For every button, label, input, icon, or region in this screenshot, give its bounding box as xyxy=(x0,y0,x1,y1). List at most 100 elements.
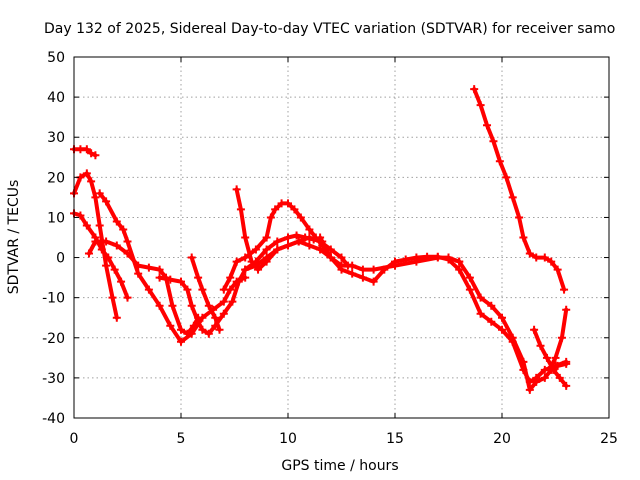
data-point xyxy=(525,385,534,394)
x-axis-label: GPS time / hours xyxy=(281,458,398,474)
data-point xyxy=(305,241,314,250)
data-point xyxy=(102,237,111,246)
data-point xyxy=(262,253,271,262)
data-point xyxy=(483,121,492,130)
data-point xyxy=(82,145,91,154)
data-point xyxy=(194,317,203,326)
data-point xyxy=(112,241,121,250)
data-point xyxy=(187,253,196,262)
data-point xyxy=(284,241,292,250)
data-point xyxy=(144,285,153,294)
data-point xyxy=(219,297,228,306)
axis-ticks: 0 5 10 15 20 25 -40 -30 -20 -10 0 10 20 30 40 50 xyxy=(42,50,618,447)
data-point xyxy=(369,277,378,286)
data-point xyxy=(102,261,111,270)
y-tick-label: 0 xyxy=(56,251,65,267)
data-point xyxy=(76,211,85,220)
data-point xyxy=(562,359,571,368)
data-point xyxy=(487,317,496,326)
data-point xyxy=(465,273,474,282)
y-tick-label: 30 xyxy=(47,130,65,146)
x-tick-label: 20 xyxy=(493,431,511,447)
data-point xyxy=(489,137,498,146)
data-point xyxy=(108,293,117,302)
y-tick-label: -30 xyxy=(42,371,65,387)
data-point xyxy=(337,265,346,274)
data-point xyxy=(358,265,367,274)
data-point xyxy=(536,341,545,350)
y-tick-label: 40 xyxy=(47,90,65,106)
data-point xyxy=(241,265,250,274)
data-point xyxy=(95,189,104,198)
data-point xyxy=(316,233,325,242)
y-tick-label: -10 xyxy=(42,291,65,307)
data-point xyxy=(515,213,524,222)
data-point xyxy=(134,269,143,278)
data-point xyxy=(251,261,260,270)
series-arc7 xyxy=(187,253,224,334)
data-point xyxy=(498,313,506,322)
y-tick-label: -20 xyxy=(42,331,65,347)
series-arc15 xyxy=(545,305,571,374)
data-point xyxy=(168,301,177,310)
data-point xyxy=(226,273,235,282)
data-point xyxy=(412,253,421,262)
data-point xyxy=(273,245,282,254)
data-point xyxy=(87,149,96,158)
data-point xyxy=(305,225,314,234)
data-point xyxy=(444,255,453,264)
data-point xyxy=(296,213,305,222)
data-point xyxy=(251,245,260,254)
series-arc3 xyxy=(70,209,132,302)
data-point xyxy=(198,285,207,294)
data-point xyxy=(177,277,185,286)
series-arc9 xyxy=(219,199,335,294)
data-point xyxy=(91,237,100,246)
data-point xyxy=(110,265,119,274)
data-point xyxy=(84,249,93,258)
data-point xyxy=(166,275,175,284)
data-point xyxy=(194,273,203,282)
data-point xyxy=(284,199,292,208)
y-tick-label: -40 xyxy=(42,411,65,427)
data-point xyxy=(241,253,250,262)
y-axis-label: SDTVAR / TECUs xyxy=(6,180,22,295)
data-point xyxy=(358,273,367,282)
data-point xyxy=(348,269,357,278)
data-point xyxy=(433,252,442,261)
data-point xyxy=(476,101,485,110)
data-point xyxy=(95,221,104,230)
data-point xyxy=(144,263,153,272)
series-arc13 xyxy=(470,85,569,294)
data-point xyxy=(337,253,346,262)
series-arc1 xyxy=(70,145,100,160)
data-point xyxy=(273,237,282,246)
data-series xyxy=(70,85,571,394)
y-tick-label: 10 xyxy=(47,210,65,226)
data-point xyxy=(553,361,562,370)
data-point xyxy=(380,265,389,274)
data-point xyxy=(219,285,228,294)
data-point xyxy=(391,257,399,266)
data-point xyxy=(82,221,91,230)
series-line xyxy=(547,307,569,372)
series-line xyxy=(97,191,248,344)
data-point xyxy=(266,213,275,222)
data-point xyxy=(119,225,128,234)
data-point xyxy=(470,85,479,94)
data-point xyxy=(271,205,280,214)
series-line xyxy=(318,235,569,384)
data-point xyxy=(316,245,325,254)
x-tick-label: 25 xyxy=(600,431,618,447)
data-point xyxy=(123,237,132,246)
data-point xyxy=(247,257,256,266)
data-point xyxy=(519,357,528,366)
data-point xyxy=(284,233,292,242)
data-point xyxy=(241,233,250,242)
data-point xyxy=(542,353,551,362)
data-point xyxy=(348,261,357,270)
data-point xyxy=(401,255,410,264)
data-point xyxy=(476,309,485,318)
data-point xyxy=(502,173,511,182)
